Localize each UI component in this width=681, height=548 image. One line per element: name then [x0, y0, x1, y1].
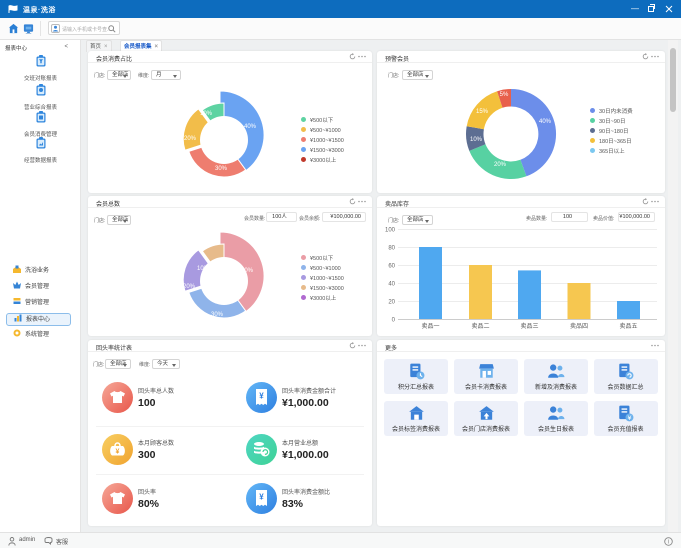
svg-text:¥: ¥: [259, 392, 264, 401]
svg-text:卖品三: 卖品三: [520, 323, 538, 330]
svg-text:0: 0: [392, 318, 396, 324]
svg-text:卖品五: 卖品五: [619, 323, 637, 330]
svg-text:20: 20: [388, 300, 395, 306]
svg-text:40: 40: [388, 282, 395, 288]
svg-text:卖品二: 卖品二: [471, 323, 489, 330]
svg-text:¥: ¥: [628, 415, 632, 422]
svg-text:i: i: [668, 540, 669, 546]
svg-text:60: 60: [388, 264, 395, 270]
svg-text:80: 80: [388, 246, 395, 252]
svg-text:卖品四: 卖品四: [570, 323, 588, 330]
svg-text:¥: ¥: [116, 449, 120, 456]
svg-text:卖品一: 卖品一: [421, 323, 439, 330]
svg-text:¥: ¥: [259, 493, 264, 502]
svg-text:100: 100: [385, 228, 396, 234]
